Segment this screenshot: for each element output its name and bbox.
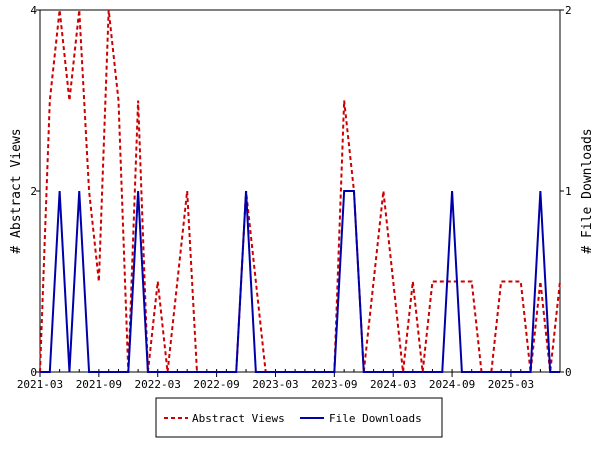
legend-label-abstract-views: Abstract Views xyxy=(192,412,285,425)
x-tick-label: 2024-09 xyxy=(429,378,475,391)
y-left-axis-title: # Abstract Views xyxy=(9,128,24,253)
series-layer xyxy=(39,9,561,373)
legend-box xyxy=(155,397,443,438)
plot-frame xyxy=(39,9,561,373)
y-left-tick-label: 2 xyxy=(30,185,37,198)
x-tick-label: 2021-03 xyxy=(17,378,63,391)
legend-label-file-downloads: File Downloads xyxy=(329,412,422,425)
y-right-axis-title: # File Downloads xyxy=(580,128,595,253)
series-line-file-downloads xyxy=(40,190,560,373)
y-left-tick-label: 4 xyxy=(30,4,37,17)
x-tick-label: 2021-09 xyxy=(76,378,122,391)
x-tick-label: 2024-03 xyxy=(370,378,416,391)
legend: Abstract Views File Downloads xyxy=(155,397,443,438)
axis-labels: 2021-03 2021-09 2022-03 2022-09 2023-03 2023-… xyxy=(17,4,572,391)
x-tick-label: 2022-09 xyxy=(193,378,239,391)
x-tick-label: 2023-03 xyxy=(252,378,298,391)
y-left-tick-label: 0 xyxy=(30,366,37,379)
y-right-tick-label: 1 xyxy=(565,185,572,198)
plot-area xyxy=(39,9,561,373)
x-tick-label: 2023-09 xyxy=(311,378,357,391)
y-right-tick-label: 0 xyxy=(565,366,572,379)
y-right-tick-label: 2 xyxy=(565,4,572,17)
x-tick-label: 2025-03 xyxy=(488,378,534,391)
x-tick-label: 2022-03 xyxy=(135,378,181,391)
